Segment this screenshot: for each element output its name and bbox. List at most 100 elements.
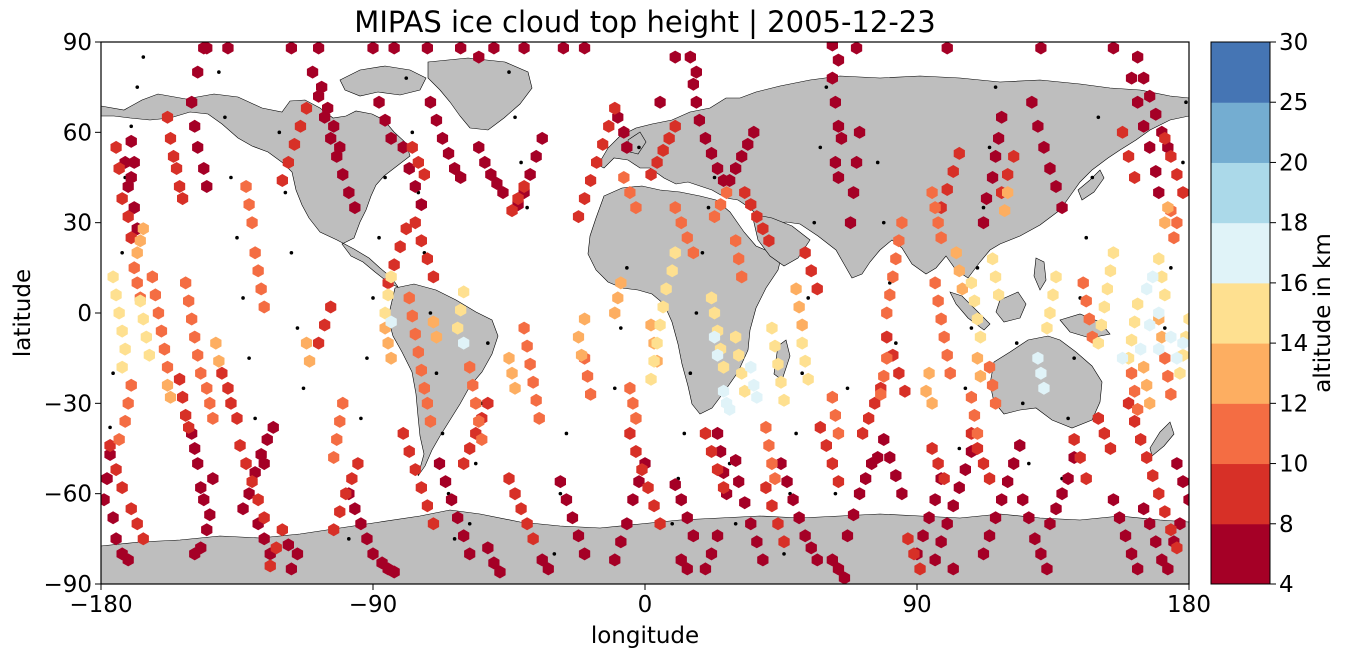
cloud-point-s0-220 [1056, 201, 1068, 215]
cloud-point-s2-72 [763, 439, 775, 452]
cloud-point-s2-95 [929, 201, 941, 215]
cloud-point-s2-37 [415, 363, 427, 377]
cloud-point-s0-139 [705, 547, 718, 561]
cloud-point-s1-80 [585, 174, 597, 187]
track-point-60 [894, 341, 898, 345]
cloud-point-s5-2 [708, 330, 721, 344]
cloud-point-s2-107 [1125, 366, 1138, 380]
cloud-point-s1-116 [869, 396, 881, 410]
cloud-point-s2-99 [971, 426, 984, 440]
cloud-point-s0-133 [690, 65, 702, 79]
cloud-point-s0-116 [633, 475, 645, 489]
cloud-point-s1-4 [137, 532, 149, 546]
cloud-point-s0-84 [488, 556, 500, 570]
cloud-point-s0-105 [621, 140, 633, 154]
cloud-point-s4-47 [993, 288, 1005, 302]
cloud-point-s5-18 [1153, 306, 1165, 320]
cloud-point-s0-246 [1150, 535, 1162, 549]
colorbar-tick-label-0: 4 [1279, 572, 1294, 598]
cloud-point-s1-60 [406, 140, 418, 154]
cloud-point-s0-219 [1050, 180, 1062, 193]
cloud-point-s1-160 [1159, 131, 1171, 145]
cloud-point-s4-15 [458, 285, 470, 299]
cloud-point-s0-44 [306, 65, 319, 79]
cloud-point-s0-115 [627, 493, 639, 507]
cloud-point-s0-199 [1008, 457, 1020, 471]
cloud-point-s0-236 [1144, 140, 1156, 154]
track-point-20 [404, 76, 409, 80]
cloud-point-s1-54 [421, 252, 433, 266]
philippines-land [1033, 257, 1047, 291]
cloud-point-s4-30 [733, 348, 745, 362]
cloud-point-s3-8 [303, 354, 316, 368]
cloud-point-s1-127 [938, 472, 950, 486]
cloud-point-s2-40 [424, 414, 437, 428]
cloud-point-s1-75 [506, 204, 518, 218]
cloud-point-s0-229 [1144, 89, 1156, 103]
cloud-point-s0-200 [1014, 439, 1026, 452]
cloud-point-s4-61 [1132, 297, 1144, 311]
cloud-point-s0-205 [1017, 493, 1029, 507]
cloud-point-s0-47 [325, 131, 337, 145]
cloud-point-s0-99 [572, 529, 585, 543]
cloud-point-s2-56 [624, 186, 636, 200]
cloud-point-s2-78 [881, 306, 893, 320]
cloud-point-s0-210 [1062, 472, 1074, 486]
cloud-point-s0-16 [192, 457, 204, 471]
cloud-point-s4-36 [775, 375, 787, 389]
cloud-point-s1-1 [116, 481, 128, 495]
cloud-point-s3-10 [382, 336, 394, 350]
y-tick-label-4: 30 [63, 211, 92, 237]
cloud-point-s1-83 [624, 426, 636, 440]
cloud-point-s1-151 [1159, 505, 1171, 519]
cloud-point-s2-104 [1080, 294, 1092, 308]
cloud-point-s0-125 [681, 562, 693, 576]
cloud-point-s1-88 [654, 517, 666, 531]
cloud-point-s1-108 [805, 264, 817, 278]
track-point-70 [987, 145, 992, 150]
cloud-point-s1-74 [512, 192, 524, 206]
cloud-point-s1-67 [482, 396, 494, 410]
cloud-point-s0-152 [724, 174, 736, 187]
cloud-point-s0-215 [1026, 95, 1038, 109]
cloud-point-s0-58 [355, 517, 367, 531]
y-tick-label-1: −60 [43, 482, 92, 508]
cloud-point-s1-138 [1008, 149, 1020, 163]
cloud-point-s1-156 [1129, 171, 1141, 184]
cloud-point-s4-21 [660, 282, 672, 296]
cloud-point-s0-224 [986, 171, 999, 184]
cloud-point-s0-181 [896, 487, 908, 501]
track-point-100 [564, 431, 569, 436]
cloud-point-s0-59 [361, 532, 373, 546]
cloud-point-s0-42 [291, 547, 304, 561]
cloud-point-s2-105 [1083, 312, 1095, 326]
track-point-94 [467, 521, 472, 526]
cloud-point-s1-139 [1068, 433, 1080, 446]
cloud-point-s0-97 [560, 493, 573, 507]
colorbar-segment-7 [1211, 102, 1270, 163]
cloud-point-s1-106 [778, 535, 790, 549]
cloud-point-s2-112 [1165, 387, 1177, 401]
track-point-68 [975, 266, 980, 270]
cloud-point-s4-37 [778, 393, 790, 407]
cloud-point-s1-57 [388, 258, 400, 272]
cloud-point-s1-44 [334, 505, 346, 519]
cloud-point-s4-20 [657, 300, 669, 314]
track-point-87 [347, 537, 351, 541]
cloud-point-s0-4 [107, 511, 119, 525]
cloud-point-s0-9 [128, 201, 140, 215]
cloud-point-s1-24 [216, 366, 228, 380]
colorbar-tick-label-9: 30 [1279, 30, 1308, 56]
cloud-point-s2-68 [730, 234, 742, 248]
track-point-92 [377, 235, 381, 240]
cloud-point-s4-29 [730, 330, 742, 344]
cloud-point-s4-34 [769, 339, 781, 353]
cloud-point-s3-7 [300, 336, 313, 350]
cloud-point-s2-60 [630, 411, 642, 425]
cloud-point-s0-222 [993, 131, 1005, 145]
x-tick-label-2: 0 [638, 592, 653, 618]
cloud-point-s1-39 [319, 318, 331, 332]
cloud-point-s0-79 [445, 493, 458, 507]
cloud-point-s0-73 [436, 131, 449, 145]
cloud-point-s3-39 [1138, 360, 1150, 374]
